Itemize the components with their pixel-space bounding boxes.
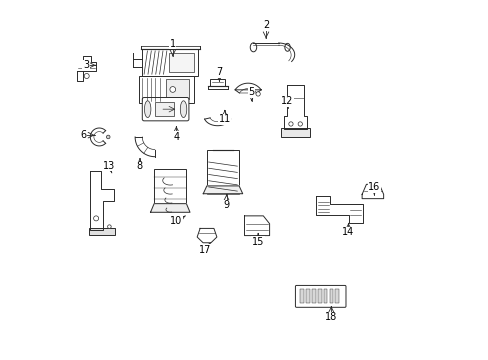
- Bar: [210, 78, 224, 86]
- Bar: [317, 289, 321, 303]
- Bar: [154, 169, 186, 212]
- Text: 13: 13: [102, 161, 115, 171]
- Bar: [142, 49, 198, 76]
- Polygon shape: [197, 228, 217, 243]
- Bar: [155, 102, 174, 116]
- Bar: [329, 289, 333, 303]
- Circle shape: [288, 122, 292, 126]
- Text: 10: 10: [170, 216, 182, 226]
- Bar: [206, 149, 239, 194]
- Bar: [335, 289, 339, 303]
- Circle shape: [107, 225, 111, 228]
- Polygon shape: [204, 118, 230, 126]
- FancyBboxPatch shape: [295, 285, 346, 307]
- Polygon shape: [284, 85, 306, 129]
- Bar: [323, 289, 327, 303]
- Text: 18: 18: [325, 312, 337, 322]
- Circle shape: [93, 216, 99, 221]
- Text: 6: 6: [81, 130, 87, 140]
- Text: 14: 14: [342, 227, 354, 237]
- Text: 9: 9: [223, 200, 229, 210]
- Bar: [165, 79, 188, 99]
- Ellipse shape: [144, 101, 151, 118]
- Polygon shape: [203, 186, 242, 194]
- Polygon shape: [90, 171, 113, 230]
- Bar: [88, 228, 115, 234]
- Text: 1: 1: [169, 39, 176, 49]
- Bar: [311, 289, 315, 303]
- Polygon shape: [316, 196, 362, 223]
- FancyBboxPatch shape: [142, 98, 188, 121]
- Circle shape: [106, 135, 110, 139]
- Polygon shape: [135, 137, 155, 157]
- Text: 7: 7: [216, 67, 222, 77]
- Bar: [305, 289, 309, 303]
- Circle shape: [298, 122, 302, 126]
- Text: 3: 3: [83, 60, 89, 70]
- Text: 16: 16: [367, 182, 380, 192]
- Polygon shape: [150, 204, 190, 212]
- Polygon shape: [77, 56, 96, 81]
- Bar: [139, 76, 194, 103]
- Text: 4: 4: [173, 132, 179, 142]
- Text: 5: 5: [248, 87, 254, 97]
- Text: 17: 17: [199, 245, 211, 255]
- Ellipse shape: [180, 101, 186, 118]
- Polygon shape: [362, 184, 383, 199]
- Polygon shape: [244, 216, 269, 235]
- Text: 11: 11: [218, 114, 230, 124]
- Circle shape: [84, 73, 89, 78]
- Bar: [169, 53, 194, 72]
- Bar: [281, 127, 309, 137]
- Text: 12: 12: [281, 96, 293, 106]
- Ellipse shape: [250, 43, 256, 52]
- Ellipse shape: [285, 43, 290, 51]
- Text: 2: 2: [263, 20, 268, 30]
- Circle shape: [255, 92, 260, 96]
- Polygon shape: [90, 128, 105, 146]
- Text: 15: 15: [251, 237, 264, 247]
- Bar: [300, 289, 304, 303]
- Polygon shape: [235, 83, 261, 93]
- Circle shape: [169, 87, 175, 92]
- Text: 8: 8: [137, 161, 142, 171]
